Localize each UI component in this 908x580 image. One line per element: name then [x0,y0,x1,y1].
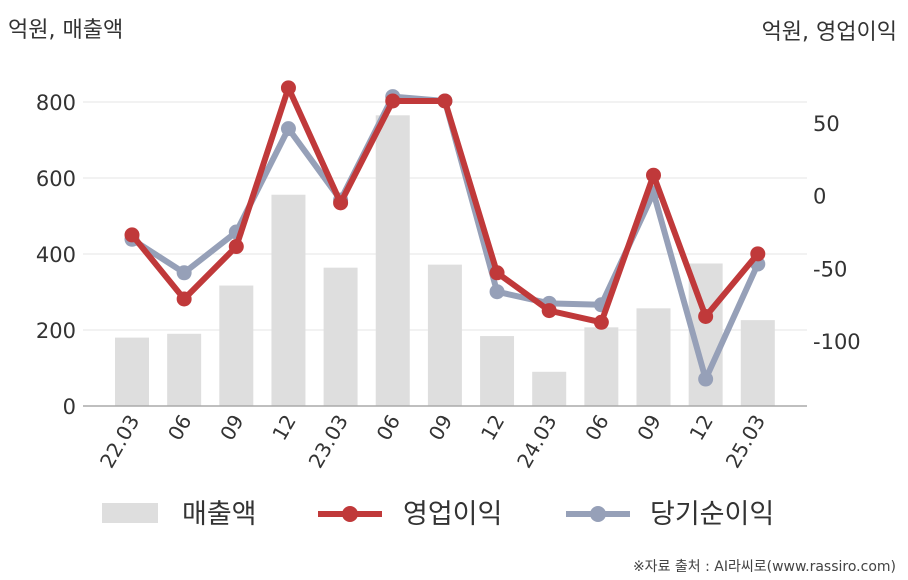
revenue-bar [115,337,149,406]
operating-profit-point [541,303,557,319]
x-tick-label: 06 [372,411,406,445]
revenue-bar [427,264,462,406]
revenue-bar [375,115,410,407]
x-tick-label: 23.03 [304,411,353,473]
x-tick-label: 09 [632,411,666,445]
x-tick-label: 12 [684,411,718,445]
x-tick-label: 22.03 [95,411,144,473]
source-note: ※자료 출처 : AI라씨로(www.rassiro.com) [633,559,896,575]
x-tick-label: 09 [215,411,249,445]
revenue-bar [271,194,306,406]
legend-label-net-income: 당기순이익 [650,499,774,530]
legend-marker-operating-profit [342,506,358,522]
left-tick-label: 0 [63,395,76,419]
legend-marker-net-income [590,506,606,522]
net-income-point [280,121,296,137]
revenue-bars [115,115,775,407]
operating-profit-point [437,93,453,109]
x-tick-label: 09 [424,411,458,445]
operating-profit-point [750,246,766,262]
legend-label-revenue: 매출액 [182,499,257,530]
revenue-bar [740,320,775,406]
operating-profit-point [176,291,192,307]
operating-profit-point [333,195,349,211]
right-tick-label: 50 [813,112,840,136]
legend: 매출액 영업이익 당기순이익 [102,499,774,530]
legend-label-operating-profit: 영업이익 [403,499,502,530]
x-tick-label: 12 [267,411,301,445]
operating-profit-point [646,167,661,183]
x-tick-label: 12 [476,411,510,445]
x-tick-label: 25.03 [721,411,770,473]
operating-profit-point [280,80,296,96]
right-axis-unit: 억원, 영업이익 [762,20,897,45]
revenue-bar [584,327,619,406]
left-tick-label: 600 [36,167,76,191]
left-tick-label: 200 [36,319,76,343]
x-tick-label: 24.03 [512,411,561,473]
left-tick-label: 800 [36,91,76,115]
net-income-point [176,265,192,281]
right-tick-label: -50 [813,257,847,281]
legend-swatch-revenue [102,503,158,523]
revenue-bar [532,371,567,406]
operating-profit-point [698,308,714,324]
right-tick-label: 0 [813,185,826,209]
left-tick-label: 400 [36,243,76,267]
right-tick-label: -100 [813,330,861,354]
operating-profit-point [489,265,505,281]
left-axis-unit: 억원, 매출액 [8,18,123,43]
revenue-bar [167,333,202,406]
x-tick-label: 06 [580,411,614,445]
left-axis-ticks: 0 200 400 600 800 [36,91,76,419]
right-axis-ticks: -100 -50 0 50 [813,112,861,354]
revenue-bar [323,267,358,406]
x-axis-ticks: 22.03 06 09 12 23.03 06 09 12 24.03 06 09 12 25.03 [95,411,770,473]
revenue-bar [219,285,254,406]
profit-lines [124,80,766,387]
net-income-point [489,284,505,300]
operating-profit-point [228,239,244,255]
operating-profit-point [385,93,401,109]
operating-profit-point [124,227,140,243]
revenue-bar [636,308,671,406]
revenue-bar [480,336,515,406]
operating-profit-point [593,314,609,330]
net-income-point [698,371,714,387]
x-tick-label: 06 [163,411,197,445]
